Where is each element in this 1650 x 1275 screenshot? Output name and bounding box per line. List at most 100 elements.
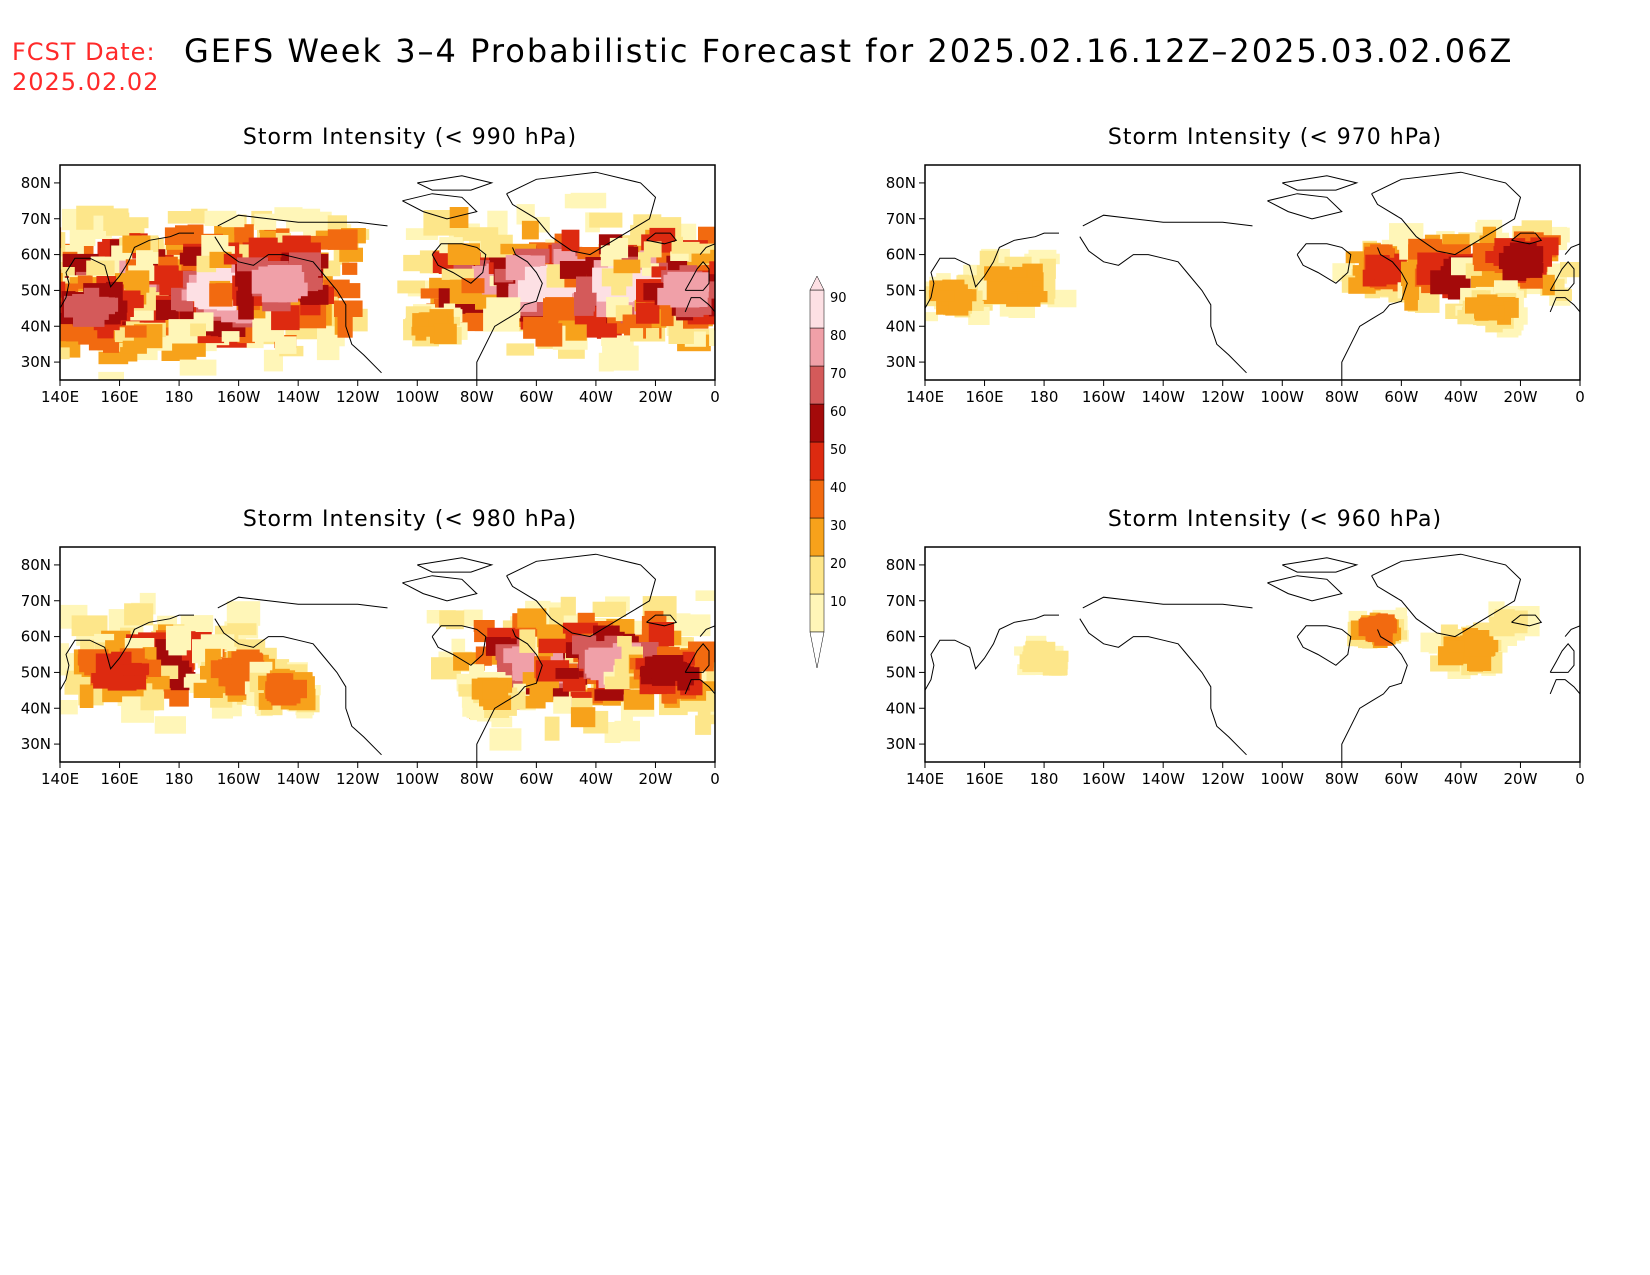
prob-cell xyxy=(712,286,715,301)
probability-field xyxy=(1014,601,1540,679)
lat-tick-label: 40N xyxy=(21,699,51,717)
lon-tick-label: 40W xyxy=(1444,388,1478,406)
colorbar-segment xyxy=(809,517,825,557)
lat-tick-label: 50N xyxy=(21,663,51,681)
prob-cell xyxy=(120,664,149,676)
coastline xyxy=(417,175,494,191)
prob-cell xyxy=(979,281,1011,304)
probability-field xyxy=(60,590,715,751)
lat-tick-label: 80N xyxy=(21,174,51,192)
prob-cell xyxy=(140,662,159,675)
panel-title: Storm Intensity (< 970 hPa) xyxy=(1107,125,1443,150)
probability-field xyxy=(925,219,1580,338)
coastline xyxy=(925,232,1059,309)
prob-cell xyxy=(538,638,573,654)
prob-cell xyxy=(290,242,321,256)
coastline xyxy=(217,596,388,609)
prob-cell xyxy=(559,261,587,279)
lon-tick-label: 140E xyxy=(906,770,944,788)
coastline xyxy=(684,261,710,291)
prob-cell xyxy=(719,326,736,337)
colorbar-segment xyxy=(809,555,825,595)
colorbar-segment xyxy=(809,403,825,443)
prob-cell xyxy=(121,217,149,229)
prob-cell xyxy=(465,312,487,332)
coastline xyxy=(1549,679,1580,695)
prob-cell xyxy=(105,640,125,655)
prob-cell xyxy=(668,325,694,344)
prob-cell xyxy=(570,192,607,209)
prob-cell xyxy=(238,294,254,320)
prob-cell xyxy=(403,254,426,272)
prob-cell xyxy=(613,259,641,274)
colorbar-segment xyxy=(809,593,825,633)
prob-cell xyxy=(419,250,434,272)
coastline xyxy=(1564,243,1580,255)
coastline xyxy=(684,297,715,313)
lon-tick-label: 140E xyxy=(41,388,79,406)
lat-tick-label: 30N xyxy=(886,735,916,753)
lon-tick-label: 20W xyxy=(638,388,672,406)
prob-cell xyxy=(562,622,598,634)
lon-tick-label: 180 xyxy=(1030,770,1059,788)
prob-cell xyxy=(433,323,457,345)
prob-cell xyxy=(60,664,85,676)
prob-cell xyxy=(122,235,151,253)
colorbar-bottom-arrow xyxy=(809,631,825,669)
lon-tick-label: 100W xyxy=(396,770,440,788)
coastline xyxy=(1082,214,1253,227)
prob-cell xyxy=(623,689,655,710)
coastline xyxy=(1371,171,1522,256)
prob-cell xyxy=(636,302,660,324)
lon-tick-label: 40W xyxy=(1444,770,1478,788)
lon-tick-label: 60W xyxy=(1384,770,1418,788)
panel-title: Storm Intensity (< 990 hPa) xyxy=(242,125,578,150)
prob-cell xyxy=(275,336,297,354)
lon-tick-label: 140W xyxy=(276,388,320,406)
coastline xyxy=(214,236,382,374)
prob-cell xyxy=(714,279,715,300)
prob-cell xyxy=(179,252,207,265)
lat-tick-label: 60N xyxy=(21,246,51,264)
prob-cell xyxy=(1510,315,1524,331)
prob-cell xyxy=(91,673,124,683)
colorbar-segment xyxy=(809,479,825,519)
prob-cell xyxy=(447,243,480,265)
prob-cell xyxy=(405,228,438,240)
lat-tick-label: 60N xyxy=(886,628,916,646)
probability-field xyxy=(60,192,755,380)
map-frame xyxy=(59,164,716,381)
prob-cell xyxy=(334,300,363,317)
colorbar-label: 80 xyxy=(830,329,847,344)
coastline xyxy=(1079,236,1247,374)
coastlines xyxy=(925,171,1580,380)
prob-cell xyxy=(461,278,485,294)
prob-cell xyxy=(968,306,990,325)
lat-tick-label: 50N xyxy=(21,281,51,299)
lon-tick-label: 100W xyxy=(1261,770,1305,788)
lat-tick-label: 30N xyxy=(21,353,51,371)
prob-cell xyxy=(706,669,715,683)
prob-cell xyxy=(342,262,358,275)
map-960-hpa: 140E 160E 180 160W 140W 120W 100W 80W 60W 40W 20W 0… xyxy=(886,546,1585,788)
prob-cell xyxy=(598,352,614,372)
lon-tick-label: 120W xyxy=(336,388,380,406)
map-990-hpa: 140E 160E 180 160W 140W 120W 100W 80W 60W 40W 20W 0… xyxy=(21,164,755,406)
lat-tick-label: 60N xyxy=(886,246,916,264)
prob-cell xyxy=(1345,251,1373,264)
lon-tick-label: 180 xyxy=(165,770,194,788)
prob-cell xyxy=(521,220,539,240)
coastline xyxy=(646,232,678,245)
prob-cell xyxy=(182,340,206,357)
prob-cell xyxy=(544,716,560,741)
prob-cell xyxy=(553,696,572,714)
prob-cell xyxy=(738,224,755,249)
colorbar-label: 50 xyxy=(830,443,847,458)
prob-cell xyxy=(152,675,170,690)
coastline xyxy=(1082,596,1253,609)
lon-tick-label: 100W xyxy=(396,388,440,406)
lon-tick-label: 160W xyxy=(1082,388,1126,406)
prob-cell xyxy=(570,707,596,728)
prob-cell xyxy=(523,255,546,270)
prob-cell xyxy=(549,607,564,626)
